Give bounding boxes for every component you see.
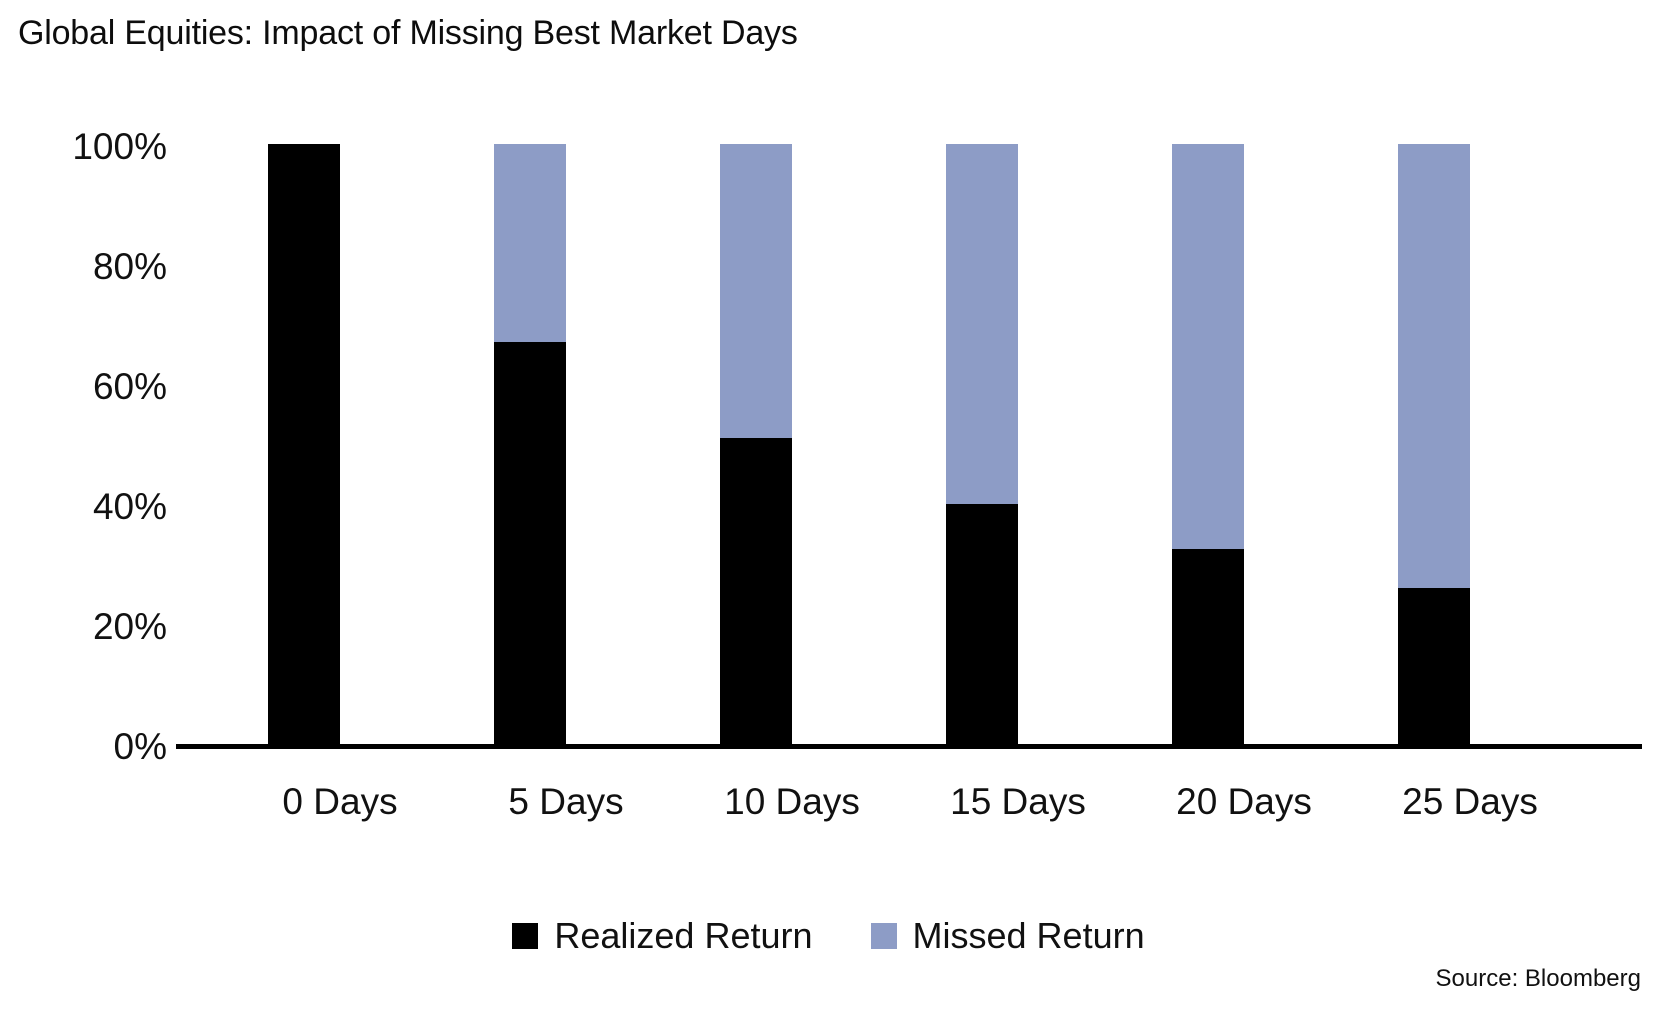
y-axis-tick-100: 100% bbox=[72, 126, 167, 167]
y-axis-tick-0: 0% bbox=[113, 726, 167, 767]
bar-segment-missed[interactable] bbox=[494, 144, 566, 342]
chart-legend: Realized Return Missed Return bbox=[0, 918, 1657, 954]
bar-stack bbox=[946, 144, 1018, 744]
source-note: Source: Bloomberg bbox=[1435, 965, 1641, 992]
bar-stack bbox=[1172, 144, 1244, 744]
bar-group-5-days[interactable] bbox=[494, 144, 566, 744]
bar-group-20-days[interactable] bbox=[1172, 144, 1244, 744]
legend-label-realized-return: Realized Return bbox=[554, 915, 813, 956]
y-axis-tick-20: 20% bbox=[92, 606, 167, 647]
y-axis-tick-40: 40% bbox=[92, 486, 167, 527]
legend-swatch-missed-icon bbox=[870, 923, 897, 949]
x-axis-tick-20-days: 20 Days bbox=[1176, 781, 1312, 822]
bar-group-15-days[interactable] bbox=[946, 144, 1018, 744]
x-axis-line bbox=[176, 744, 1642, 749]
x-axis-tick-0-days: 0 Days bbox=[282, 781, 398, 822]
bar-segment-realized[interactable] bbox=[946, 504, 1018, 744]
y-axis-tick-80: 80% bbox=[92, 246, 167, 287]
bar-segment-realized[interactable] bbox=[720, 438, 792, 744]
x-axis-tick-25-days: 25 Days bbox=[1402, 781, 1538, 822]
bar-segment-missed[interactable] bbox=[946, 144, 1018, 504]
bar-segment-realized[interactable] bbox=[494, 342, 566, 744]
legend-label-missed-return: Missed Return bbox=[912, 915, 1145, 956]
page-title: Global Equities: Impact of Missing Best … bbox=[18, 14, 798, 52]
bar-stack bbox=[494, 144, 566, 744]
bar-segment-realized[interactable] bbox=[1398, 588, 1470, 744]
bar-stack bbox=[268, 144, 340, 744]
bar-group-25-days[interactable] bbox=[1398, 144, 1470, 744]
bar-segment-missed[interactable] bbox=[1398, 144, 1470, 588]
bar-group-10-days[interactable] bbox=[720, 144, 792, 744]
x-axis-tick-5-days: 5 Days bbox=[508, 781, 624, 822]
bar-stack bbox=[720, 144, 792, 744]
legend-item-missed-return[interactable]: Missed Return bbox=[870, 915, 1145, 956]
x-axis-tick-10-days: 10 Days bbox=[724, 781, 860, 822]
bar-segment-realized[interactable] bbox=[1172, 549, 1244, 744]
legend-item-realized-return[interactable]: Realized Return bbox=[512, 915, 813, 956]
x-axis-tick-15-days: 15 Days bbox=[950, 781, 1086, 822]
bar-group-0-days[interactable] bbox=[268, 144, 340, 744]
bar-segment-missed[interactable] bbox=[1172, 144, 1244, 549]
bar-stack bbox=[1398, 144, 1470, 744]
legend-swatch-realized-icon bbox=[512, 923, 539, 949]
y-axis-tick-60: 60% bbox=[92, 366, 167, 407]
bar-segment-missed[interactable] bbox=[720, 144, 792, 438]
bar-segment-realized[interactable] bbox=[268, 144, 340, 744]
